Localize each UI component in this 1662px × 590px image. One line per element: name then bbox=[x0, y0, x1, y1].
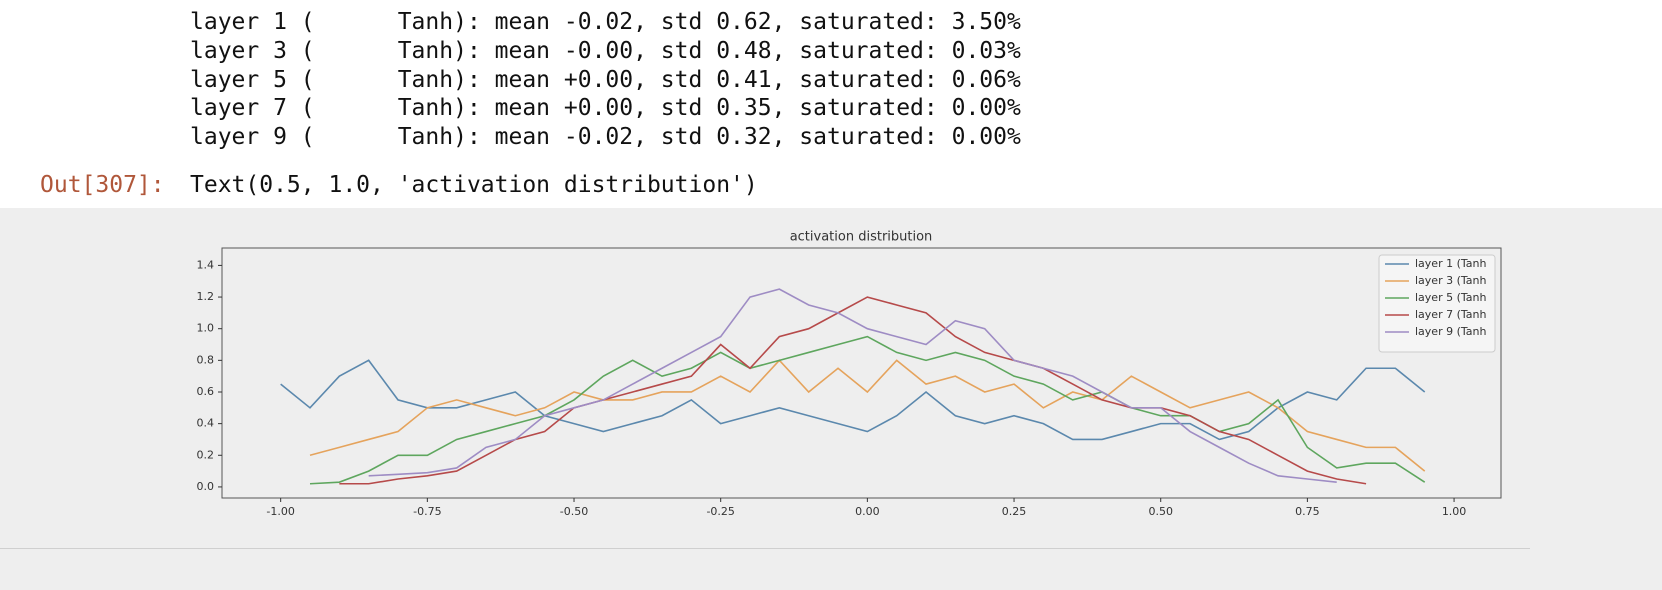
output-line: layer 1 ( Tanh): mean -0.02, std 0.62, s… bbox=[190, 9, 1021, 35]
x-tick-label: -1.00 bbox=[266, 505, 294, 518]
y-tick-label: 1.4 bbox=[197, 258, 215, 271]
x-tick-label: -0.75 bbox=[413, 505, 441, 518]
x-tick-label: 0.00 bbox=[855, 505, 880, 518]
y-tick-label: 0.6 bbox=[197, 385, 215, 398]
y-tick-label: 0.0 bbox=[197, 480, 215, 493]
legend-label: layer 3 (Tanh bbox=[1415, 274, 1486, 287]
data-line bbox=[309, 335, 1426, 485]
x-tick-label: 1.00 bbox=[1442, 505, 1467, 518]
output-line: layer 7 ( Tanh): mean +0.00, std 0.35, s… bbox=[190, 95, 1021, 121]
output-line: layer 5 ( Tanh): mean +0.00, std 0.41, s… bbox=[190, 67, 1021, 93]
y-tick-label: 0.4 bbox=[197, 417, 215, 430]
cell-border bbox=[0, 548, 1530, 549]
chart-title: activation distribution bbox=[790, 230, 933, 245]
y-tick-label: 0.8 bbox=[197, 353, 215, 366]
output-line: layer 3 ( Tanh): mean -0.00, std 0.48, s… bbox=[190, 38, 1021, 64]
data-line bbox=[368, 288, 1337, 483]
legend-label: layer 1 (Tanh bbox=[1415, 257, 1486, 270]
data-line bbox=[309, 359, 1426, 472]
y-tick-label: 0.2 bbox=[197, 448, 215, 461]
y-tick-label: 1.2 bbox=[197, 290, 215, 303]
legend-label: layer 7 (Tanh bbox=[1415, 308, 1486, 321]
output-line: layer 9 ( Tanh): mean -0.02, std 0.32, s… bbox=[190, 124, 1021, 150]
legend-box bbox=[1378, 254, 1496, 353]
x-tick-label: 0.50 bbox=[1148, 505, 1173, 518]
plot-area bbox=[221, 247, 1502, 499]
data-line bbox=[339, 296, 1367, 485]
legend-label: layer 5 (Tanh bbox=[1415, 291, 1486, 304]
out-prompt: Out[307]: bbox=[40, 172, 165, 198]
out-text: Text(0.5, 1.0, 'activation distribution'… bbox=[190, 172, 758, 198]
x-tick-label: -0.50 bbox=[560, 505, 588, 518]
x-tick-label: -0.25 bbox=[706, 505, 734, 518]
y-tick-label: 1.0 bbox=[197, 322, 215, 335]
x-tick-label: 0.75 bbox=[1295, 505, 1320, 518]
x-tick-label: 0.25 bbox=[1002, 505, 1027, 518]
legend-label: layer 9 (Tanh bbox=[1415, 325, 1486, 338]
